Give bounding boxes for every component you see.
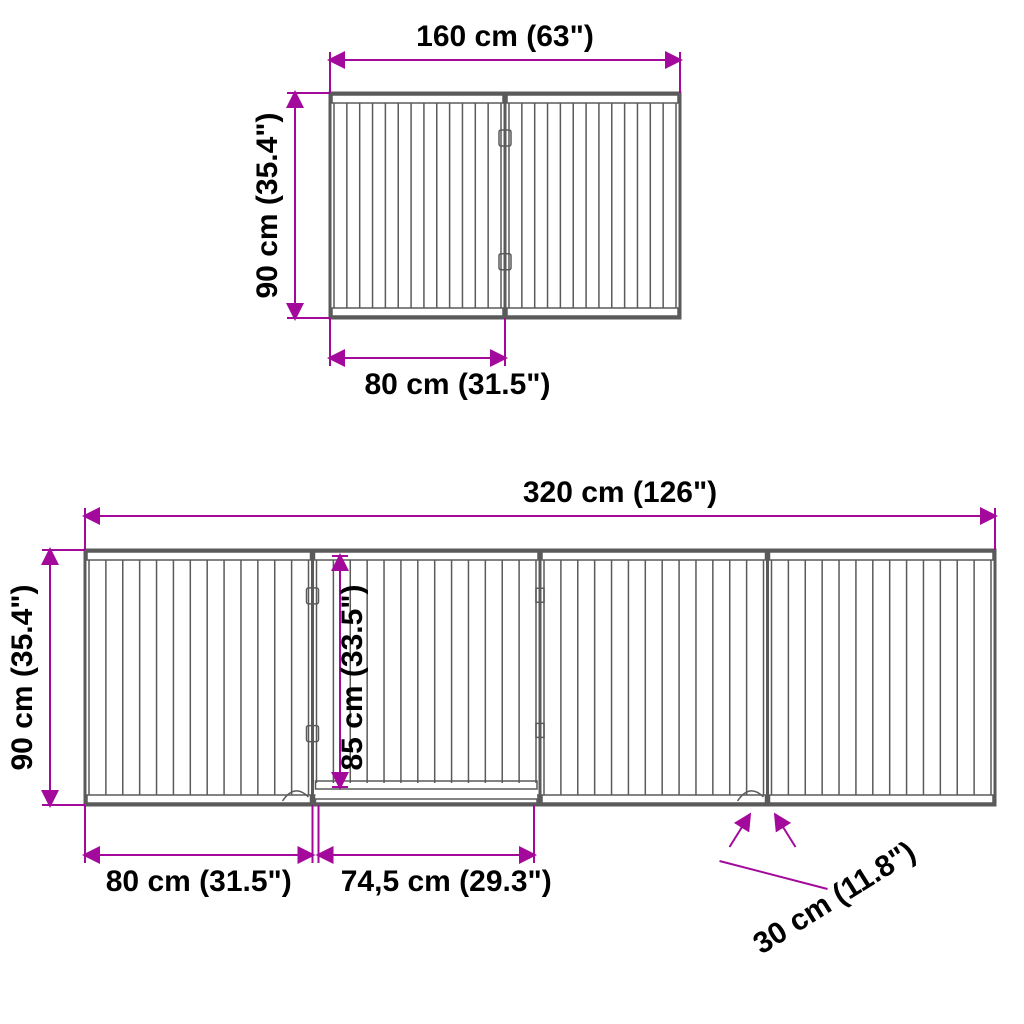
dim-bottom-width-label: 320 cm (126") xyxy=(523,476,717,509)
dim-bottom-panel-width-label: 80 cm (31.5") xyxy=(106,865,292,898)
top-figure: 160 cm (63") 90 cm (35.4") 80 cm (31.5") xyxy=(251,20,680,401)
dim-door-width-label: 74,5 cm (29.3") xyxy=(341,865,552,898)
dim-bottom-height-label: 90 cm (35.4") xyxy=(6,585,39,771)
dim-top-panel-width-label: 80 cm (31.5") xyxy=(365,368,551,401)
dim-top-width-label: 160 cm (63") xyxy=(416,20,594,53)
dim-door-height-label: 85 cm (33.5") xyxy=(336,585,369,771)
dim-handle-label: 30 cm (11.8") xyxy=(748,835,922,961)
dim-top-height-label: 90 cm (35.4") xyxy=(251,113,284,299)
bottom-figure: 320 cm (126") 90 cm (35.4") 85 cm (33.5") 8… xyxy=(6,476,995,961)
